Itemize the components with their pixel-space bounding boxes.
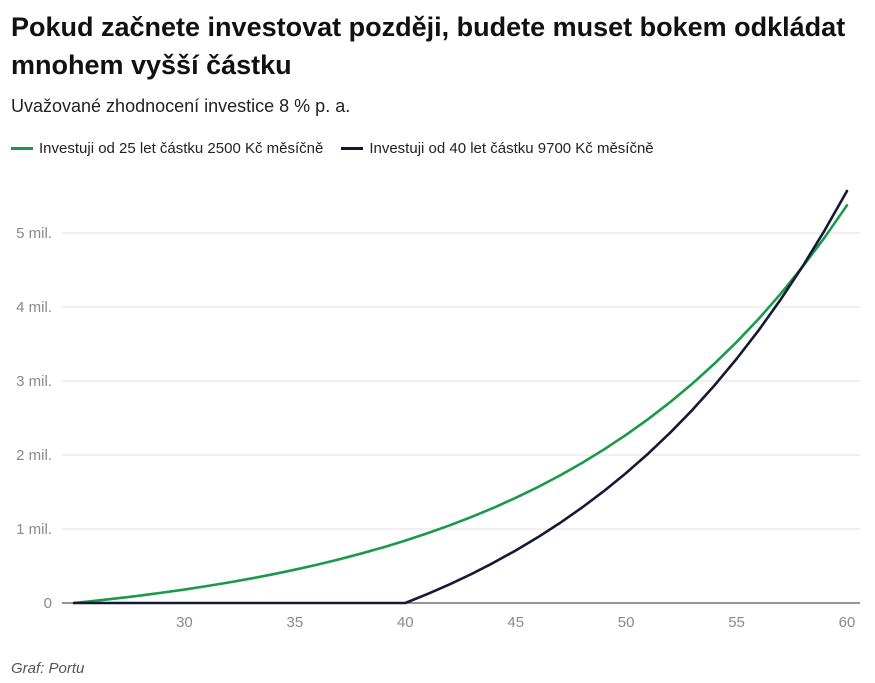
x-tick-label: 55 [728, 614, 745, 631]
chart-subtitle: Uvažované zhodnocení investice 8 % p. a. [11, 96, 351, 116]
y-tick-label: 4 mil. [16, 299, 52, 316]
axis-layer: 0 1 mil. 2 mil. 3 mil. 4 mil. 5 mil. 30 35 40 45 5… [16, 225, 855, 631]
y-tick-label: 1 mil. [16, 521, 52, 538]
x-tick-label: 50 [618, 614, 635, 631]
x-tick-label: 60 [839, 614, 856, 631]
legend: Investuji od 25 let částku 2500 Kč měsíč… [11, 140, 672, 157]
legend-item-series-1: Investuji od 25 let částku 2500 Kč měsíč… [11, 140, 323, 157]
legend-label-series-2: Investuji od 40 let částku 9700 Kč měsíč… [369, 140, 654, 157]
y-tick-label: 0 [44, 595, 52, 612]
legend-label-series-1: Investuji od 25 let částku 2500 Kč měsíč… [39, 140, 324, 157]
line-chart: 0 1 mil. 2 mil. 3 mil. 4 mil. 5 mil. 30 35 40 45 5… [16, 189, 860, 631]
y-tick-label: 2 mil. [16, 447, 52, 464]
legend-item-series-2: Investuji od 40 let částku 9700 Kč měsíč… [341, 140, 654, 157]
y-tick-label: 5 mil. [16, 225, 52, 242]
chart-source: Graf: Portu [11, 660, 85, 677]
x-tick-label: 30 [176, 614, 193, 631]
series-layer [72, 189, 849, 605]
x-tick-label: 40 [397, 614, 414, 631]
series-line-1 [72, 204, 849, 605]
y-tick-label: 3 mil. [16, 373, 52, 390]
series-line-2 [72, 189, 849, 605]
x-tick-label: 35 [287, 614, 304, 631]
chart-title: Pokud začnete investovat později, budete… [11, 12, 846, 80]
legend-swatch-series-2 [341, 147, 364, 150]
grid-layer [62, 232, 860, 604]
legend-swatch-series-1 [11, 147, 33, 150]
x-tick-label: 45 [507, 614, 524, 631]
